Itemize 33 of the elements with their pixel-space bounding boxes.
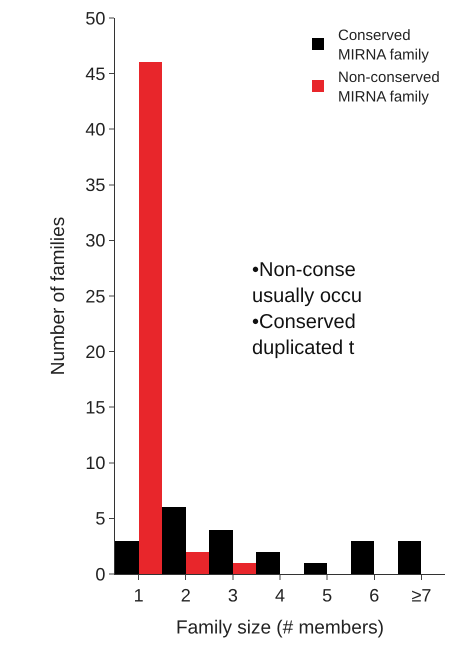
y-axis-title: Number of families xyxy=(48,216,70,376)
y-tick-label: 45 xyxy=(85,64,106,84)
y-tick-label: 5 xyxy=(95,508,106,529)
bar xyxy=(162,507,186,574)
y-tick-label: 30 xyxy=(85,230,106,251)
legend-label: Conserved MIRNA family xyxy=(338,27,430,64)
y-tick-label: 20 xyxy=(85,342,106,362)
y-tick-label: 0 xyxy=(95,564,106,584)
bar xyxy=(209,530,233,574)
x-tick-label: 3 xyxy=(228,586,238,606)
bar xyxy=(256,552,280,574)
x-tick-label: 1 xyxy=(134,586,144,606)
legend-label: Non-conserved MIRNA family xyxy=(338,69,440,106)
bar xyxy=(139,62,162,574)
bar xyxy=(398,541,421,574)
x-axis-title: Family size (# members) xyxy=(176,617,384,638)
x-tick-label: 2 xyxy=(180,586,191,606)
bar xyxy=(233,563,256,574)
y-tick-label: 40 xyxy=(85,120,106,140)
x-tick-label: 4 xyxy=(274,586,286,606)
x-tick-label: 5 xyxy=(322,586,332,606)
y-tick-label: 10 xyxy=(85,453,106,474)
y-tick-label: 15 xyxy=(85,398,106,418)
y-tick-label: 35 xyxy=(85,175,106,196)
bar xyxy=(115,541,139,574)
y-tick-label: 25 xyxy=(85,286,106,306)
bar xyxy=(304,563,327,574)
annotation: •Non-conse usually occu •Conserved duplicated t xyxy=(252,259,362,359)
bar xyxy=(351,541,374,574)
bar xyxy=(186,552,209,574)
x-tick-label: ≥7 xyxy=(411,586,432,606)
y-tick-label: 50 xyxy=(85,8,106,28)
x-tick-label: 6 xyxy=(369,586,380,606)
